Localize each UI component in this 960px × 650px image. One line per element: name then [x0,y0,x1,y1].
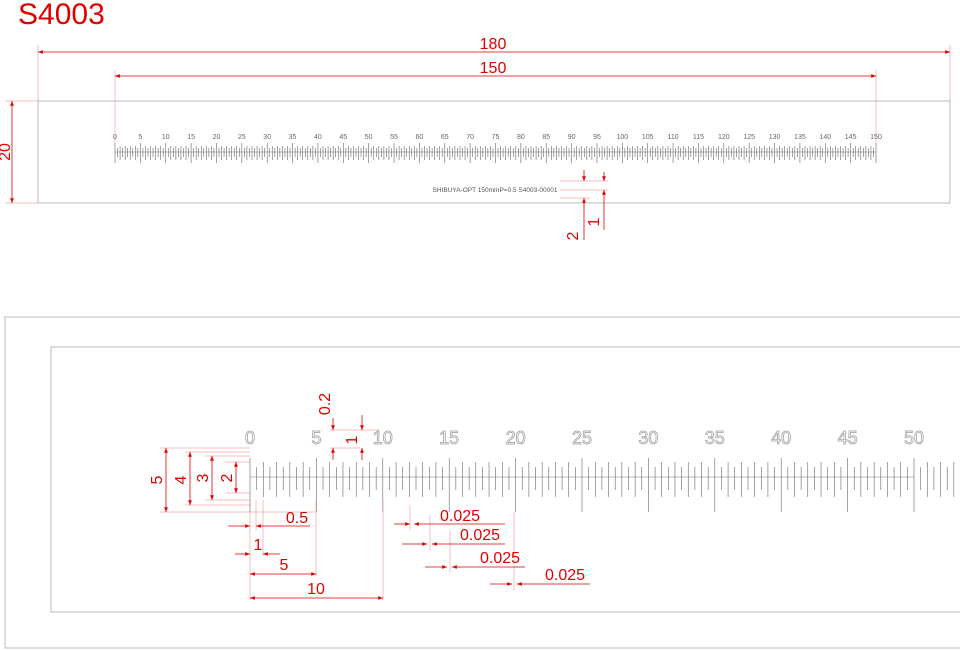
scale-label: 65 [441,134,449,141]
detail-ruler [50,346,960,613]
detail-dims [160,415,590,600]
scale-label: 25 [238,134,246,141]
scale-label: 50 [365,134,373,141]
scale-label: 120 [718,134,730,141]
scale-label: 30 [263,134,271,141]
scale-label: 45 [838,428,858,448]
dim-label: 0.5 [286,510,308,527]
scale-label: 130 [769,134,781,141]
dim-label: 0.025 [440,508,480,525]
dim-label: 180 [480,36,507,53]
scale-label: 90 [568,134,576,141]
scale-label: 35 [705,428,725,448]
scale-label: 135 [794,134,806,141]
overview-scale: 0 5 10 15 20 25 30 35 40 45 50 55 60 65 70 75 80 85 90 95 10… [113,134,882,163]
scale-label: 85 [542,134,550,141]
title: S4003 [18,0,105,31]
scale-label: 140 [819,134,831,141]
scale-label: 25 [572,428,592,448]
detail-scale: 0 5 10 15 20 25 30 35 40 45 50 [245,428,955,512]
dim-label: 10 [307,581,325,598]
dim-label: 1 [344,435,361,444]
scale-label: 5 [138,134,142,141]
dim-label: 5 [149,475,166,484]
scale-label: 145 [845,134,857,141]
scale-label: 10 [373,428,393,448]
dim-label: 20 [0,143,14,161]
overview-dims [5,45,951,240]
scale-label: 15 [439,428,459,448]
scale-label: 110 [667,134,678,141]
scale-label: 35 [289,134,297,141]
scale-label: 0 [245,428,255,448]
scale-label: 70 [466,134,474,141]
dim-label: 4 [173,475,190,484]
scale-label: 50 [904,428,924,448]
scale-label: 10 [162,134,170,141]
scale-label: 100 [616,134,628,141]
scale-label: 0 [113,134,117,141]
scale-label: 5 [311,428,321,448]
dim-label: 150 [480,60,507,77]
dim-label: 0.025 [460,527,500,544]
scale-label: 20 [213,134,221,141]
scale-label: 125 [743,134,755,141]
scale-label: 20 [506,428,526,448]
dim-label: 0.025 [545,567,585,584]
scale-label: 60 [416,134,424,141]
dim-label: 0.2 [317,393,334,415]
scale-label: 150 [870,134,882,141]
dim-label: 2 [219,473,236,482]
scale-label: 15 [187,134,195,141]
scale-label: 40 [314,134,322,141]
scale-label: 45 [339,134,347,141]
scale-label: 115 [693,134,704,141]
scale-label: 95 [593,134,601,141]
dim-label: 1 [586,217,603,226]
scale-label: 30 [638,428,658,448]
scale-label: 75 [492,134,500,141]
detail-frame [4,316,960,649]
dim-label: 2 [565,231,582,240]
scale-label: 55 [390,134,398,141]
dim-label: 3 [195,473,212,482]
dim-label: 1 [254,537,263,554]
dim-label: 0.025 [480,550,520,567]
imprint: SHIBUYA-OPT 150mmP=0.5 S4003-00001 [433,187,558,194]
dim-label: 5 [280,557,289,574]
scale-label: 40 [771,428,791,448]
scale-label: 80 [517,134,525,141]
scale-label: 105 [642,134,654,141]
ruler-outline [37,100,951,204]
